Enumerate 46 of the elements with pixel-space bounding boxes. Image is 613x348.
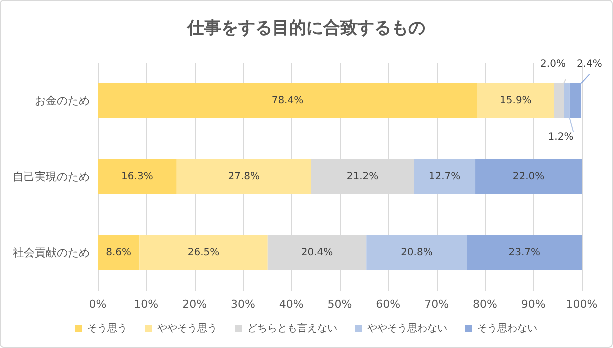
x-tick-label: 20% bbox=[182, 298, 208, 311]
bar bbox=[477, 84, 554, 118]
data-label: 22.0% bbox=[512, 172, 545, 182]
x-tick-label: 0% bbox=[89, 298, 107, 311]
x-tick-label: 80% bbox=[472, 298, 498, 311]
bar bbox=[176, 160, 312, 194]
bar bbox=[467, 236, 582, 270]
legend-label: ややそう思わない bbox=[368, 324, 448, 334]
x-tick-label: 30% bbox=[230, 298, 256, 311]
y-tick-label: 社会貢献のため bbox=[13, 246, 90, 260]
data-label: 15.9% bbox=[500, 96, 532, 106]
bar bbox=[554, 84, 564, 118]
chart-title: 仕事をする目的に合致するもの bbox=[186, 18, 426, 38]
data-label: 20.8% bbox=[401, 248, 433, 258]
data-label: 20.4% bbox=[301, 248, 334, 258]
legend-label: そう思う bbox=[88, 324, 128, 334]
legend-label: そう思わない bbox=[478, 324, 538, 334]
x-tick-label: 60% bbox=[376, 298, 401, 311]
bar bbox=[476, 160, 582, 194]
bar bbox=[414, 160, 476, 194]
data-label: 26.5% bbox=[188, 248, 220, 258]
x-tick-label: 70% bbox=[424, 298, 450, 311]
data-label: 8.6% bbox=[106, 248, 132, 258]
bar bbox=[98, 236, 140, 270]
bar bbox=[98, 84, 478, 118]
y-tick-label: お金のため bbox=[35, 94, 90, 108]
bar bbox=[366, 236, 468, 270]
data-label: 27.8% bbox=[228, 172, 260, 182]
data-label: 21.2% bbox=[346, 172, 379, 182]
bar bbox=[98, 160, 177, 194]
legend-label: どちらとも言えない bbox=[248, 322, 338, 334]
data-label: 23.7% bbox=[508, 248, 541, 258]
x-tick-label: 10% bbox=[134, 298, 159, 311]
y-tick-label: 自己実現のため bbox=[13, 170, 90, 184]
x-tick-label: 40% bbox=[279, 298, 304, 311]
data-label: 1.2% bbox=[548, 132, 574, 143]
legend-label: ややそう思う bbox=[158, 324, 218, 334]
x-tick-label: 90% bbox=[521, 298, 546, 311]
data-label: 78.4% bbox=[272, 96, 304, 106]
bar bbox=[140, 236, 268, 270]
x-tick-label: 100% bbox=[566, 298, 598, 311]
data-label: 2.4% bbox=[577, 59, 602, 70]
x-tick-label: 50% bbox=[328, 298, 352, 311]
data-label: 2.0% bbox=[540, 59, 566, 70]
data-label: 16.3% bbox=[122, 172, 154, 182]
data-label: 12.7% bbox=[428, 172, 461, 182]
